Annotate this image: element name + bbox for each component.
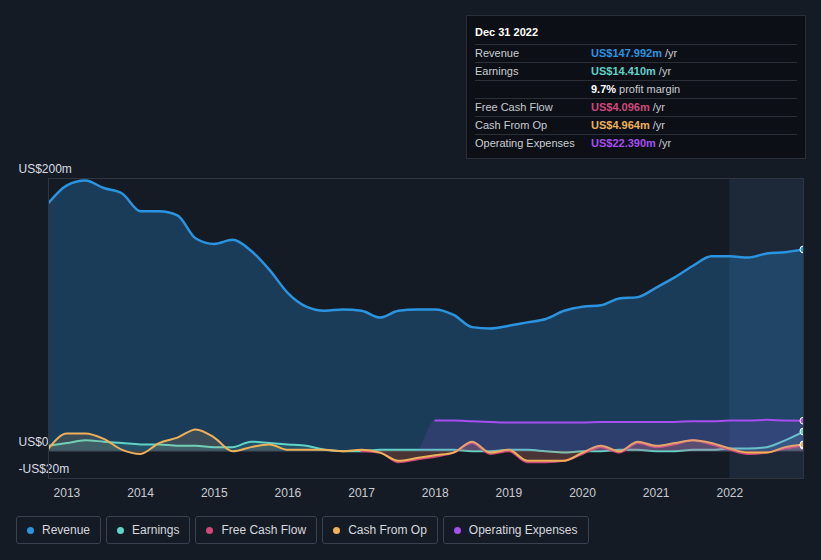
svg-text:US$0: US$0 <box>19 435 49 449</box>
html-text:US$147.992m /yr: US$147.992m /yr <box>591 47 678 59</box>
html-text:Cash From Op: Cash From Op <box>475 119 548 131</box>
html-text:US$14.410m /yr: US$14.410m /yr <box>591 65 672 77</box>
svg-text:2018: 2018 <box>422 486 449 500</box>
html-text:9.7% profit margin: 9.7% profit margin <box>591 83 681 95</box>
html-text:Operating Expenses: Operating Expenses <box>475 137 575 149</box>
svg-text:2015: 2015 <box>201 486 228 500</box>
svg-text:2016: 2016 <box>275 486 302 500</box>
html-text:Revenue: Revenue <box>475 47 519 59</box>
html-text:Operating Expenses: Operating Expenses <box>468 523 578 537</box>
svg-text:2022: 2022 <box>716 486 743 500</box>
html-text:US$4.964m /yr: US$4.964m /yr <box>591 119 665 131</box>
html-text:US$22.390m /yr: US$22.390m /yr <box>591 137 672 149</box>
svg-text:2014: 2014 <box>127 486 154 500</box>
svg-text:2013: 2013 <box>54 486 81 500</box>
svg-text:2020: 2020 <box>569 486 596 500</box>
html-text:Cash From Op: Cash From Op <box>348 523 427 537</box>
html-text:Earnings: Earnings <box>475 65 519 77</box>
html-text:Earnings: Earnings <box>132 523 180 537</box>
html-text:Revenue: Revenue <box>42 523 90 537</box>
html-text:US$4.096m /yr: US$4.096m /yr <box>591 101 665 113</box>
svg-text:2021: 2021 <box>643 486 670 500</box>
html-text:Dec 31 2022: Dec 31 2022 <box>475 26 538 38</box>
html-text:Free Cash Flow: Free Cash Flow <box>475 101 553 113</box>
svg-text:US$200m: US$200m <box>19 162 72 176</box>
svg-text:-US$20m: -US$20m <box>19 462 70 476</box>
svg-text:2019: 2019 <box>496 486 523 500</box>
html-text:Free Cash Flow: Free Cash Flow <box>221 523 307 537</box>
svg-text:2017: 2017 <box>348 486 375 500</box>
